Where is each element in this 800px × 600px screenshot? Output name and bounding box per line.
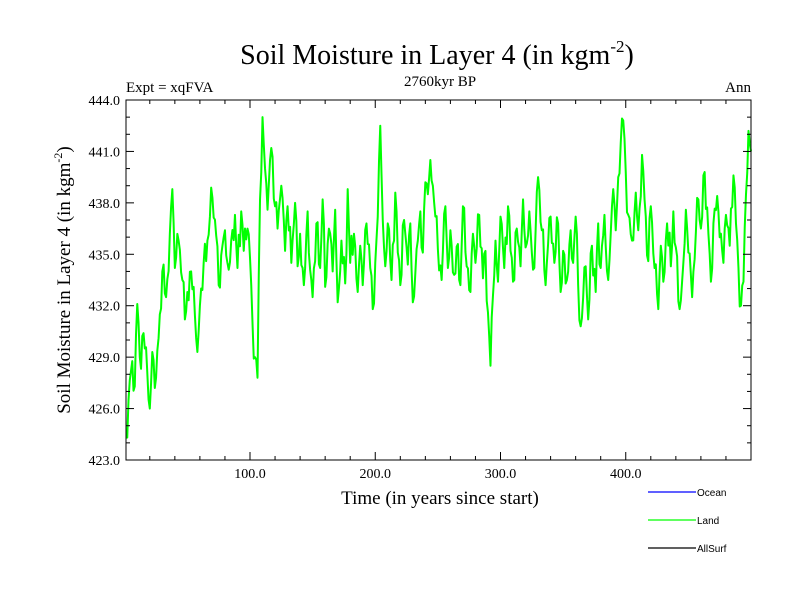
y-tick-label: 426.0 [89, 403, 121, 418]
plot-frame [125, 99, 752, 461]
y-axis-label-main: Soil Moisture in Layer 4 (in kgm [54, 162, 75, 413]
x-tick-label: 300.0 [485, 467, 517, 482]
y-axis-label-close: ) [54, 146, 75, 152]
x-axis-label: Time (in years since start) [341, 488, 539, 509]
y-tick-label: 423.0 [89, 454, 121, 469]
chart-title-close: ) [625, 40, 634, 71]
legend-label-ocean: Ocean [697, 488, 726, 499]
x-tick-label: 100.0 [234, 467, 266, 482]
chart-title-main: Soil Moisture in Layer 4 (in kgm [240, 40, 610, 71]
y-tick-label: 444.0 [89, 94, 121, 109]
y-tick-label: 435.0 [89, 248, 121, 263]
x-tick-label: 200.0 [359, 467, 391, 482]
subtitle-center: 2760kyr BP [404, 74, 476, 90]
y-tick-label: 432.0 [89, 300, 121, 315]
y-axis-label: Soil Moisture in Layer 4 (in kgm-2) [51, 146, 75, 414]
chart-title: Soil Moisture in Layer 4 (in kgm-2) [240, 37, 634, 71]
chart-title-exponent: -2 [610, 37, 624, 56]
legend-label-allsurf: AllSurf [697, 544, 727, 555]
series-line-land [125, 116, 752, 439]
y-tick-label: 429.0 [89, 351, 121, 366]
y-tick-label: 441.0 [89, 145, 121, 160]
y-axis-label-exponent: -2 [51, 153, 65, 163]
subtitle-left: Expt = xqFVA [126, 80, 214, 96]
subtitle-right: Ann [725, 80, 751, 96]
legend-label-land: Land [697, 516, 719, 527]
y-tick-label: 438.0 [89, 197, 121, 212]
x-tick-label: 400.0 [610, 467, 642, 482]
